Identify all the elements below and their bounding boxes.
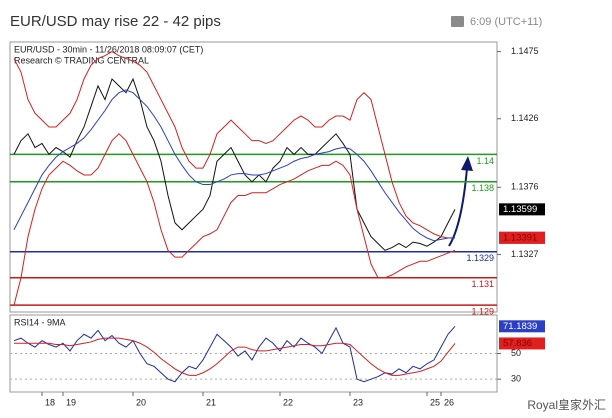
chart-title: EUR/USD - 30min - 11/26/2018 08:09:07 (C…	[14, 44, 203, 54]
x-tick-label: 19	[66, 397, 76, 407]
y-tick-label: 1.1376	[511, 182, 539, 192]
last-value-label: 1.13599	[503, 204, 537, 215]
y-tick-label: 50	[511, 348, 521, 358]
x-tick-label: 21	[206, 397, 216, 407]
level-label: 1.138	[471, 183, 494, 193]
series-line	[13, 77, 456, 251]
level-label: 1.131	[471, 279, 494, 289]
series-line	[13, 325, 456, 383]
forecast-arrow	[448, 167, 468, 247]
series-line	[13, 133, 456, 306]
comment-icon	[451, 16, 464, 27]
x-tick-label: 26	[444, 397, 454, 407]
last-value-label: 71.1839	[503, 321, 537, 332]
last-value-box	[499, 231, 545, 244]
level-label: 1.129	[471, 307, 494, 317]
chart-subtitle: Research © TRADING CENTRAL	[14, 55, 149, 65]
page-title: EUR/USD may rise 22 - 42 pips	[10, 13, 221, 30]
x-tick-label: 18	[45, 397, 55, 407]
series-line	[14, 337, 456, 376]
last-value-box	[499, 337, 545, 350]
rsi-title: RSI14 - 9MA	[14, 317, 66, 327]
x-tick-label: 23	[353, 397, 363, 407]
x-tick-label: 25	[430, 397, 440, 407]
x-tick-label: 20	[136, 397, 146, 407]
last-value-label: 1.13391	[503, 232, 537, 243]
y-tick-label: 1.1475	[511, 46, 539, 56]
last-value-box	[499, 320, 545, 333]
series-line	[13, 89, 456, 242]
y-tick-label: 1.1426	[511, 113, 539, 123]
last-value-box	[499, 203, 545, 216]
x-tick-label: 22	[283, 397, 293, 407]
time: 6:09 (UTC+11)	[470, 16, 542, 28]
main-panel	[9, 41, 498, 313]
y-tick-label: 30	[511, 374, 521, 384]
forecast-arrow-head	[461, 156, 473, 171]
y-tick-label: 1.1327	[511, 249, 539, 259]
rsi-panel	[9, 314, 498, 393]
level-label: 1.1329	[466, 253, 494, 263]
watermark: Royal皇家外汇	[527, 397, 606, 412]
last-value-label: 57.836	[503, 338, 532, 349]
level-label: 1.14	[476, 156, 494, 166]
series-line	[13, 51, 456, 239]
